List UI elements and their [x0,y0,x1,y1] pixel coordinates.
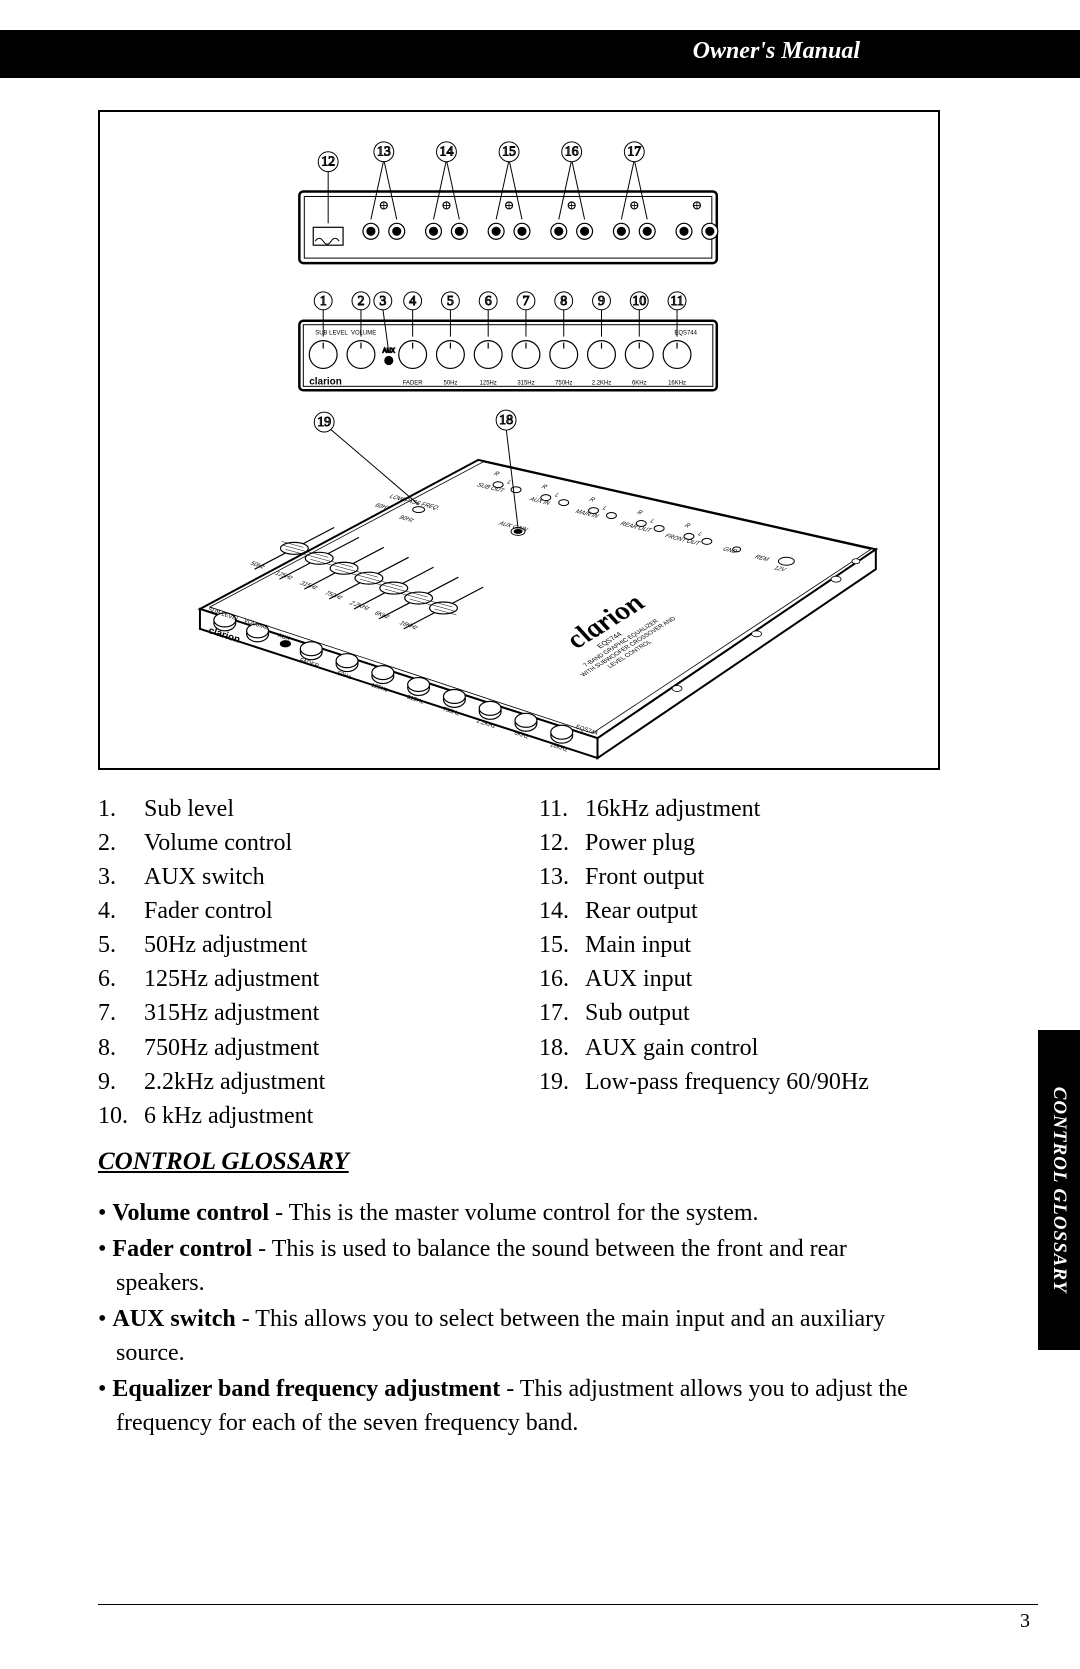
svg-text:6: 6 [485,294,492,309]
svg-text:9: 9 [598,294,605,309]
footer-rule [98,1604,1038,1605]
svg-text:1: 1 [320,294,327,309]
unit-3d: R L SUB OUT R L AUX IN R L MAIN IN R L R… [200,410,876,758]
list-item: 12.Power plug [539,826,940,860]
svg-text:FADER: FADER [403,380,424,386]
list-item: 19.Low-pass frequency 60/90Hz [539,1065,940,1099]
rear-panel: 12 13 14 15 16 17 [299,142,717,263]
device-diagram: 12 13 14 15 16 17 SUB LEVEL VOLUME EQS74… [98,110,940,770]
list-item: 2.Volume control [98,826,499,860]
control-list-right: 11.16kHz adjustment12.Power plug13.Front… [539,792,940,1133]
svg-text:5: 5 [447,294,454,309]
glossary-body: • Volume control - This is the master vo… [98,1196,940,1443]
svg-text:125Hz: 125Hz [480,380,497,386]
glossary-item: • Fader control - This is used to balanc… [98,1232,940,1300]
glossary-item: • Volume control - This is the master vo… [98,1196,940,1230]
list-item: 10.6 kHz adjustment [98,1099,499,1133]
svg-text:11: 11 [670,294,683,309]
list-item: 3.AUX switch [98,860,499,894]
side-tab: CONTROL GLOSSARY [1038,1030,1080,1350]
svg-text:2.2KHz: 2.2KHz [592,380,612,386]
svg-text:4: 4 [409,294,416,309]
svg-text:16: 16 [565,145,579,160]
svg-text:10: 10 [632,294,646,309]
list-item: 1.Sub level [98,792,499,826]
svg-text:12: 12 [321,155,335,170]
list-item: 4.Fader control [98,894,499,928]
svg-text:19: 19 [317,415,331,430]
list-item: 5.50Hz adjustment [98,928,499,962]
list-item: 9.2.2kHz adjustment [98,1065,499,1099]
header-title: Owner's Manual [693,38,860,65]
control-list: 1.Sub level2.Volume control3.AUX switch4… [98,792,940,1133]
svg-text:18: 18 [499,413,513,428]
svg-text:315Hz: 315Hz [517,380,534,386]
svg-text:6KHz: 6KHz [632,380,647,386]
list-item: 13.Front output [539,860,940,894]
front-panel-2d: SUB LEVEL VOLUME EQS744 AUX clarion FADE… [299,292,716,390]
svg-text:7: 7 [522,294,529,309]
list-item: 8.750Hz adjustment [98,1031,499,1065]
glossary-heading: CONTROL GLOSSARY [98,1148,349,1176]
svg-text:16KHz: 16KHz [668,380,686,386]
svg-text:clarion: clarion [309,376,342,387]
list-item: 17.Sub output [539,996,940,1030]
page-number: 3 [1020,1610,1030,1633]
svg-text:VOLUME: VOLUME [351,331,376,337]
svg-text:3: 3 [379,294,386,309]
header-bar: Owner's Manual [0,30,1080,78]
svg-text:EQS744: EQS744 [674,331,697,337]
svg-text:750Hz: 750Hz [555,380,572,386]
list-item: 6.125Hz adjustment [98,962,499,996]
list-item: 15.Main input [539,928,940,962]
glossary-item: • AUX switch - This allows you to select… [98,1302,940,1370]
svg-text:17: 17 [627,145,641,160]
list-item: 16.AUX input [539,962,940,996]
svg-text:50Hz: 50Hz [248,561,267,570]
svg-text:50Hz: 50Hz [443,380,457,386]
list-item: 7.315Hz adjustment [98,996,499,1030]
svg-text:13: 13 [377,145,391,160]
svg-text:SUB LEVEL: SUB LEVEL [315,331,348,337]
list-item: 14.Rear output [539,894,940,928]
svg-text:15: 15 [502,145,516,160]
list-item: 18.AUX gain control [539,1031,940,1065]
svg-text:2: 2 [357,294,364,309]
glossary-item: • Equalizer band frequency adjustment - … [98,1372,940,1440]
svg-text:8: 8 [560,294,567,309]
side-tab-label: CONTROL GLOSSARY [1048,1087,1070,1294]
list-item: 11.16kHz adjustment [539,792,940,826]
control-list-left: 1.Sub level2.Volume control3.AUX switch4… [98,792,499,1133]
svg-text:14: 14 [439,145,453,160]
